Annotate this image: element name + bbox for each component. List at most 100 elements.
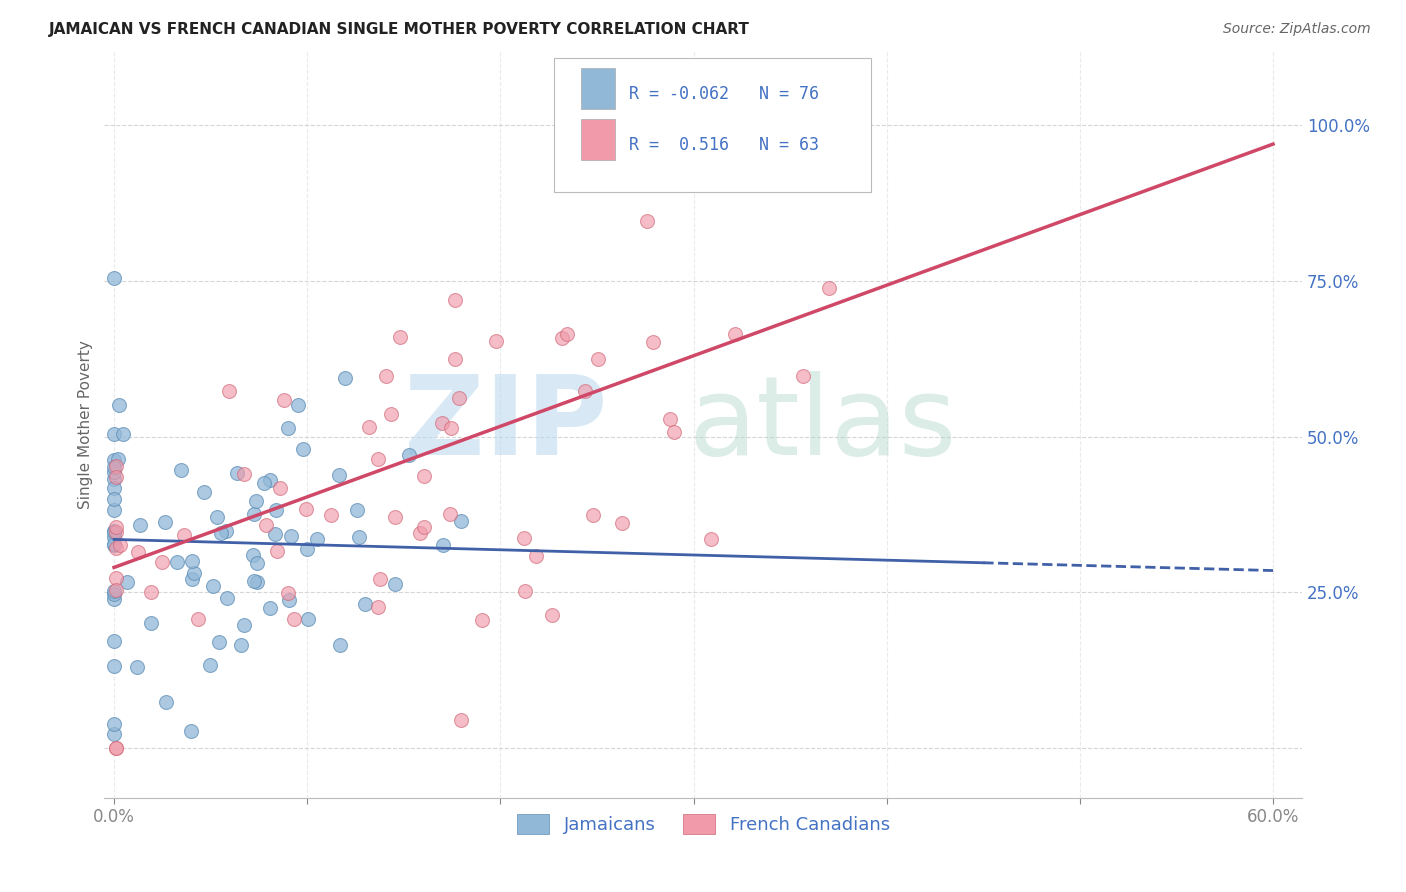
Point <box>208 634 231 648</box>
Point <box>636 214 658 228</box>
Point <box>430 416 453 430</box>
Point <box>662 425 685 440</box>
Point <box>295 502 318 516</box>
Point <box>269 481 291 495</box>
Point <box>187 612 209 626</box>
Point <box>253 476 276 491</box>
Point <box>817 281 839 295</box>
Point <box>129 518 152 533</box>
Point <box>103 536 125 550</box>
Point <box>550 331 572 345</box>
Point <box>263 527 285 541</box>
FancyBboxPatch shape <box>581 119 614 160</box>
Point <box>245 575 267 590</box>
Point <box>266 543 288 558</box>
Point <box>278 592 301 607</box>
Point <box>103 584 125 599</box>
Point <box>513 584 536 599</box>
FancyBboxPatch shape <box>581 68 614 109</box>
Point <box>329 639 352 653</box>
Point <box>103 481 125 495</box>
Point <box>588 351 610 366</box>
Point <box>107 452 129 467</box>
Point <box>104 741 127 756</box>
Point <box>103 524 125 538</box>
Point <box>450 514 472 528</box>
Point <box>193 484 215 499</box>
Point <box>319 508 342 523</box>
Point <box>103 530 125 544</box>
Point <box>103 524 125 539</box>
Point <box>104 525 127 540</box>
Point <box>127 660 149 674</box>
Point <box>485 334 508 348</box>
Text: R =  0.516   N = 63: R = 0.516 N = 63 <box>628 136 818 154</box>
Point <box>103 727 125 741</box>
Point <box>103 426 125 441</box>
Point <box>307 532 329 546</box>
Point <box>104 458 127 473</box>
Point <box>103 492 125 507</box>
Point <box>103 716 125 731</box>
Point <box>291 442 314 457</box>
Point <box>277 585 299 599</box>
Point <box>354 597 377 611</box>
Point <box>242 548 264 562</box>
Point <box>375 368 398 383</box>
Point <box>389 330 412 344</box>
Point <box>368 572 391 586</box>
Point <box>226 466 249 480</box>
Point <box>700 532 723 546</box>
Point <box>574 384 596 399</box>
FancyBboxPatch shape <box>554 58 870 192</box>
Point <box>229 638 252 652</box>
Point <box>328 468 350 483</box>
Point <box>439 507 461 521</box>
Point <box>201 579 224 593</box>
Point <box>170 463 193 477</box>
Point <box>524 549 547 564</box>
Point <box>103 538 125 552</box>
Point <box>555 326 578 341</box>
Point <box>264 502 287 516</box>
Point <box>180 723 202 738</box>
Point <box>180 572 202 586</box>
Point <box>384 577 406 591</box>
Point <box>450 713 472 727</box>
Point <box>432 538 454 552</box>
Point <box>659 412 682 426</box>
Point <box>367 451 389 466</box>
Point <box>357 420 380 434</box>
Point <box>103 658 125 673</box>
Y-axis label: Single Mother Poverty: Single Mother Poverty <box>79 340 93 508</box>
Point <box>384 509 406 524</box>
Point <box>277 421 299 435</box>
Point <box>155 695 177 709</box>
Point <box>103 587 125 601</box>
Point <box>245 494 267 508</box>
Point <box>103 591 125 606</box>
Point <box>211 526 233 541</box>
Point <box>104 470 127 484</box>
Point <box>643 335 665 350</box>
Point <box>103 472 125 486</box>
Point <box>413 468 436 483</box>
Point <box>103 503 125 517</box>
Point <box>104 583 127 598</box>
Point <box>110 538 132 552</box>
Point <box>295 541 318 556</box>
Point <box>141 584 163 599</box>
Point <box>173 527 195 541</box>
Point <box>242 507 264 521</box>
Point <box>398 448 420 462</box>
Point <box>380 408 402 422</box>
Point <box>346 503 368 517</box>
Point <box>108 398 131 412</box>
Point <box>103 459 125 474</box>
Point <box>104 541 127 556</box>
Point <box>792 369 814 384</box>
Point <box>214 524 236 539</box>
Point <box>287 399 309 413</box>
Point <box>413 520 436 534</box>
Point <box>283 612 305 626</box>
